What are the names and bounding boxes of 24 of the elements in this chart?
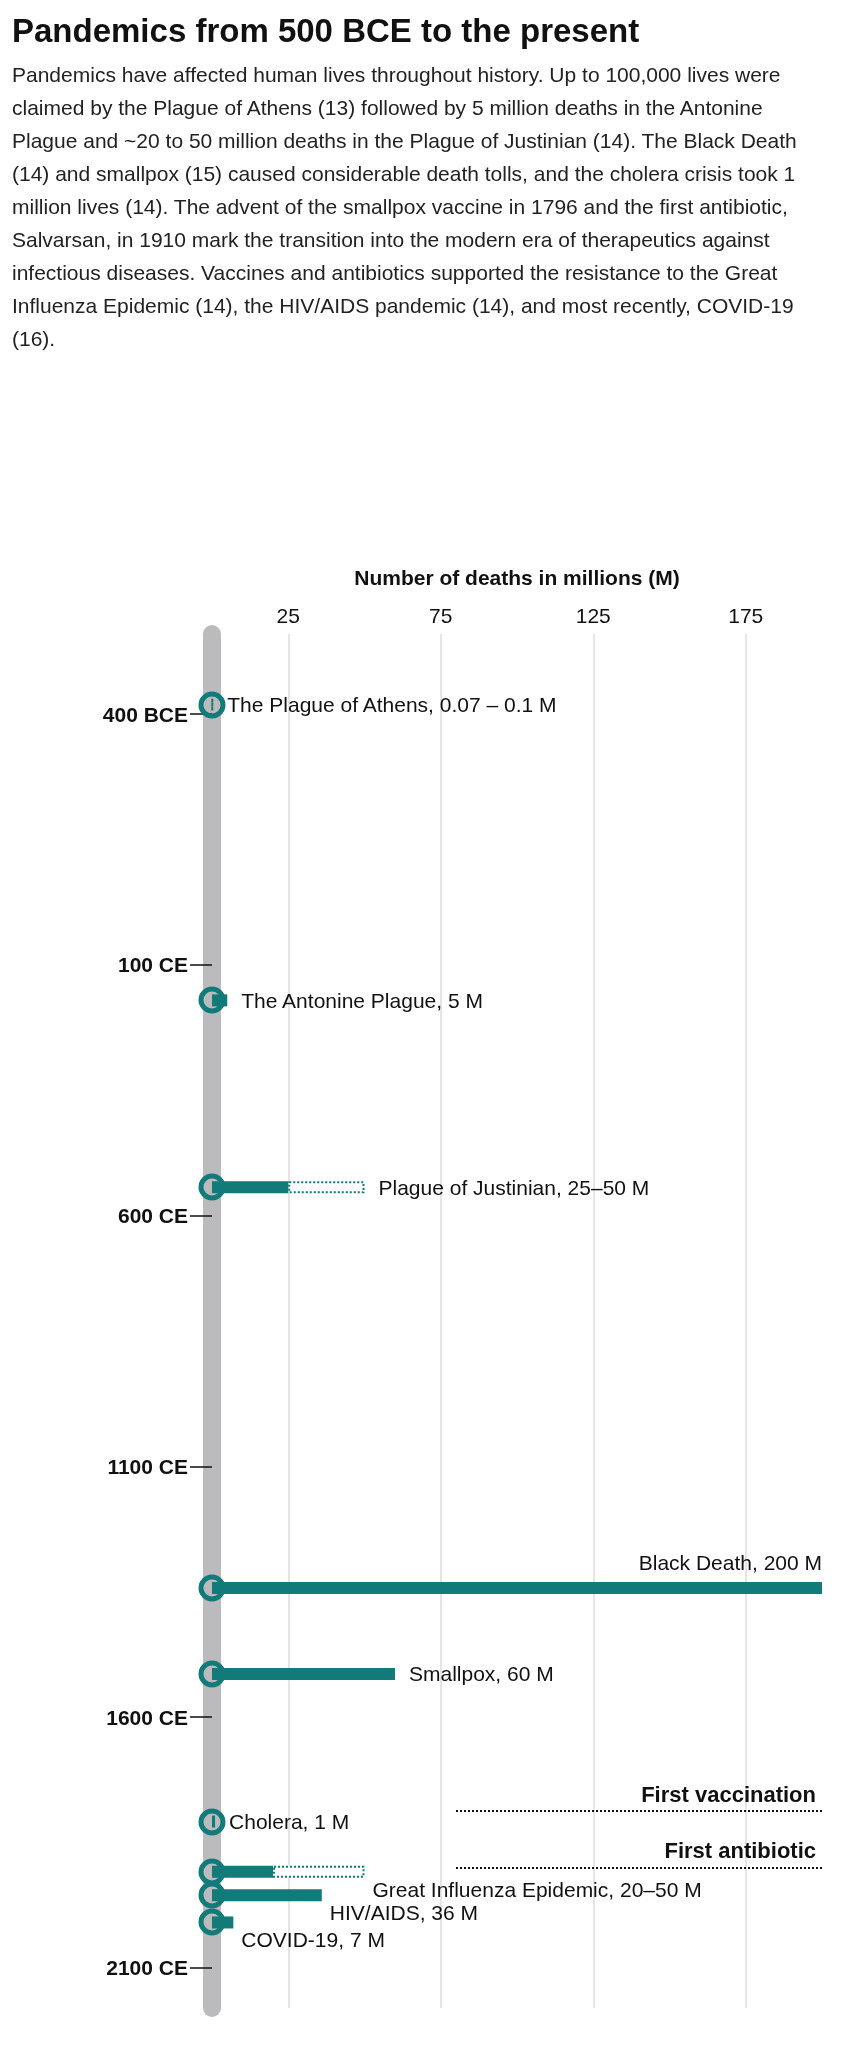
y-tick-label: 100 CE <box>117 953 188 977</box>
y-tick-label: 1600 CE <box>106 1705 188 1729</box>
text: COVID-19, 7 M <box>241 1928 385 1952</box>
x-tick-label: 75 <box>429 604 453 627</box>
x-tick-label: 125 <box>575 604 611 627</box>
y-tick-label: 400 BCE <box>102 702 188 726</box>
y-tick-label: 600 CE <box>117 1204 188 1228</box>
ref-line-label: First antibiotic <box>664 1838 816 1864</box>
x-axis-title: Number of deaths in millions (M) <box>354 566 680 589</box>
text: Cholera, 1 M <box>229 1810 350 1834</box>
text: The Plague of Athens, 0.07 – 0.1 M <box>227 693 557 717</box>
text: Plague of Justinian, 25–50 M <box>378 1175 650 1199</box>
y-tick-label: 1100 CE <box>107 1454 188 1478</box>
text: Pandemics have affected human lives throughout history. Up to 100,000 lives were claimed by the Plague of Athens (13) followed by 5 million deaths in the Antonine Plague and ~20 to 50 million deaths in the Plague of Justinian (14). The Black Death (14) and smallpox (15) caused considerable death tolls, and the cholera crisis took 1 million lives (14). The advent of the smallpox vaccine in 1796 and the first antibiotic, Salvarsan, in 1910 mark the transition into the modern era of therapeutics against infectious diseases. Vaccines and antibiotics supported the resistance to the Great Influenza Epidemic (14), the HIV/AIDS pandemic (14), and most recently, COVID-19 (16). <box>12 63 797 350</box>
text: Black Death, 200 M <box>638 1550 822 1574</box>
y-tick-label: 2100 CE <box>106 1956 188 1980</box>
x-tick-label: 25 <box>276 604 300 627</box>
text: The Antonine Plague, 5 M <box>241 988 483 1012</box>
chart-title: Pandemics from 500 BCE to the present <box>12 12 641 50</box>
text: Smallpox, 60 M <box>409 1662 554 1686</box>
text: Great Influenza Epidemic, 20–50 M <box>372 1877 702 1901</box>
text: HIV/AIDS, 36 M <box>329 1901 479 1925</box>
x-tick-label: 175 <box>728 604 764 627</box>
ref-line-label: First vaccination <box>641 1781 816 1807</box>
